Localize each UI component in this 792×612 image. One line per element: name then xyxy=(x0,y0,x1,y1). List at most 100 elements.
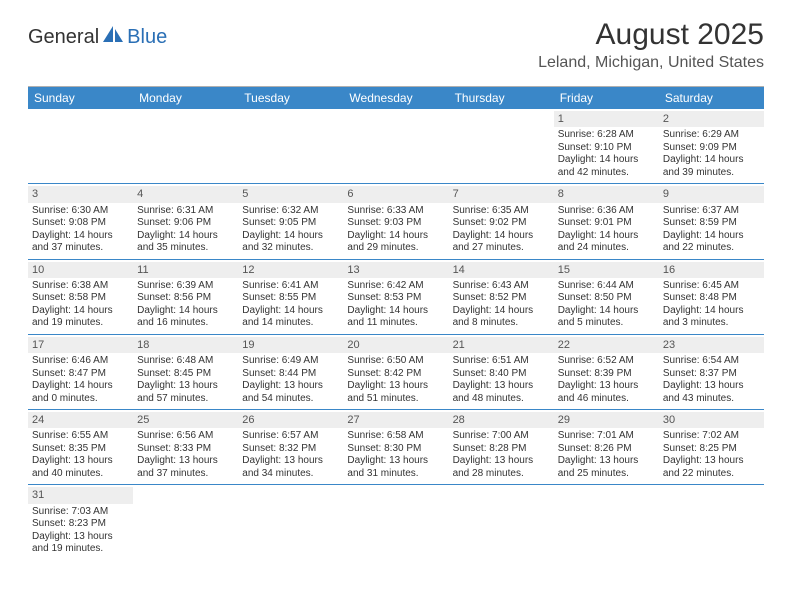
day-cell: 15 Sunrise: 6:44 AMSunset: 8:50 PMDayligh… xyxy=(554,260,659,334)
sunset-text: Sunset: 8:28 PM xyxy=(453,443,550,456)
day-number: 31 xyxy=(28,487,133,503)
day-number: 30 xyxy=(659,412,764,428)
sunset-text: Sunset: 8:32 PM xyxy=(242,443,339,456)
sunset-text: Sunset: 8:55 PM xyxy=(242,292,339,305)
day-number: 22 xyxy=(554,337,659,353)
daylight-text: Daylight: 13 hours and 40 minutes. xyxy=(32,455,129,480)
daylight-text: Daylight: 13 hours and 31 minutes. xyxy=(347,455,444,480)
month-title: August 2025 xyxy=(538,18,764,52)
sunrise-text: Sunrise: 6:58 AM xyxy=(347,430,444,443)
daylight-text: Daylight: 14 hours and 22 minutes. xyxy=(663,230,760,255)
sunrise-text: Sunrise: 6:52 AM xyxy=(558,355,655,368)
location-text: Leland, Michigan, United States xyxy=(538,54,764,72)
day-number: 29 xyxy=(554,412,659,428)
day-cell: 12Sunrise: 6:41 AMSunset: 8:55 PMDayligh… xyxy=(238,260,343,334)
day-number: 10 xyxy=(28,262,133,278)
sunrise-text: Sunrise: 7:03 AM xyxy=(32,506,129,519)
daylight-text: Daylight: 13 hours and 54 minutes. xyxy=(242,380,339,405)
day-cell: 2Sunrise: 6:29 AMSunset: 9:09 PMDaylight… xyxy=(659,109,764,183)
day-number: 5 xyxy=(238,186,343,202)
sunset-text: Sunset: 9:08 PM xyxy=(32,217,129,230)
sunrise-text: Sunrise: 6:44 AM xyxy=(558,280,655,293)
sunrise-text: Sunrise: 6:37 AM xyxy=(663,205,760,218)
day-cell: 28Sunrise: 7:00 AMSunset: 8:28 PMDayligh… xyxy=(449,410,554,484)
sunrise-text: Sunrise: 6:36 AM xyxy=(558,205,655,218)
day-cell-empty xyxy=(28,109,133,183)
daylight-text: Daylight: 14 hours and 8 minutes. xyxy=(453,305,550,330)
daylight-text: Daylight: 13 hours and 28 minutes. xyxy=(453,455,550,480)
day-cell: 19Sunrise: 6:49 AMSunset: 8:44 PMDayligh… xyxy=(238,335,343,409)
day-number: 7 xyxy=(449,186,554,202)
sunrise-text: Sunrise: 6:32 AM xyxy=(242,205,339,218)
sunrise-text: Sunrise: 6:41 AM xyxy=(242,280,339,293)
day-header-cell: Friday xyxy=(554,87,659,109)
sunrise-text: Sunrise: 6:45 AM xyxy=(663,280,760,293)
day-cell: 10Sunrise: 6:38 AMSunset: 8:58 PMDayligh… xyxy=(28,260,133,334)
day-cell-empty xyxy=(133,485,238,559)
calendar-week: 24Sunrise: 6:55 AMSunset: 8:35 PMDayligh… xyxy=(28,410,764,485)
daylight-text: Daylight: 14 hours and 5 minutes. xyxy=(558,305,655,330)
day-cell-empty xyxy=(238,485,343,559)
day-cell: 20Sunrise: 6:50 AMSunset: 8:42 PMDayligh… xyxy=(343,335,448,409)
sunset-text: Sunset: 8:42 PM xyxy=(347,368,444,381)
sunrise-text: Sunrise: 6:42 AM xyxy=(347,280,444,293)
sunset-text: Sunset: 8:47 PM xyxy=(32,368,129,381)
day-number: 24 xyxy=(28,412,133,428)
day-number: 9 xyxy=(659,186,764,202)
daylight-text: Daylight: 14 hours and 24 minutes. xyxy=(558,230,655,255)
calendar: SundayMondayTuesdayWednesdayThursdayFrid… xyxy=(28,86,764,560)
day-cell: 30Sunrise: 7:02 AMSunset: 8:25 PMDayligh… xyxy=(659,410,764,484)
daylight-text: Daylight: 13 hours and 19 minutes. xyxy=(32,531,129,556)
sunrise-text: Sunrise: 6:30 AM xyxy=(32,205,129,218)
sunrise-text: Sunrise: 6:31 AM xyxy=(137,205,234,218)
day-cell-empty xyxy=(554,485,659,559)
day-cell: 26Sunrise: 6:57 AMSunset: 8:32 PMDayligh… xyxy=(238,410,343,484)
logo-text-general: General xyxy=(28,26,99,49)
day-number: 18 xyxy=(133,337,238,353)
sunrise-text: Sunrise: 7:01 AM xyxy=(558,430,655,443)
sunset-text: Sunset: 8:26 PM xyxy=(558,443,655,456)
day-number: 26 xyxy=(238,412,343,428)
day-cell: 31Sunrise: 7:03 AMSunset: 8:23 PMDayligh… xyxy=(28,485,133,559)
sunrise-text: Sunrise: 6:35 AM xyxy=(453,205,550,218)
day-cell-empty xyxy=(449,109,554,183)
sunrise-text: Sunrise: 6:28 AM xyxy=(558,129,655,142)
sunrise-text: Sunrise: 6:46 AM xyxy=(32,355,129,368)
day-header-cell: Saturday xyxy=(659,87,764,109)
daylight-text: Daylight: 13 hours and 57 minutes. xyxy=(137,380,234,405)
sunset-text: Sunset: 9:01 PM xyxy=(558,217,655,230)
day-number: 8 xyxy=(554,186,659,202)
sunset-text: Sunset: 9:02 PM xyxy=(453,217,550,230)
sunset-text: Sunset: 9:05 PM xyxy=(242,217,339,230)
day-cell: 3Sunrise: 6:30 AMSunset: 9:08 PMDaylight… xyxy=(28,184,133,258)
sunrise-text: Sunrise: 6:39 AM xyxy=(137,280,234,293)
day-cell: 1Sunrise: 6:28 AMSunset: 9:10 PMDaylight… xyxy=(554,109,659,183)
day-cell: 18Sunrise: 6:48 AMSunset: 8:45 PMDayligh… xyxy=(133,335,238,409)
sunrise-text: Sunrise: 6:51 AM xyxy=(453,355,550,368)
daylight-text: Daylight: 14 hours and 11 minutes. xyxy=(347,305,444,330)
daylight-text: Daylight: 14 hours and 27 minutes. xyxy=(453,230,550,255)
calendar-week: 3Sunrise: 6:30 AMSunset: 9:08 PMDaylight… xyxy=(28,184,764,259)
day-number: 25 xyxy=(133,412,238,428)
sunset-text: Sunset: 8:58 PM xyxy=(32,292,129,305)
day-cell: 6Sunrise: 6:33 AMSunset: 9:03 PMDaylight… xyxy=(343,184,448,258)
daylight-text: Daylight: 14 hours and 3 minutes. xyxy=(663,305,760,330)
sunset-text: Sunset: 8:50 PM xyxy=(558,292,655,305)
day-number: 15 xyxy=(554,262,659,278)
sunrise-text: Sunrise: 7:00 AM xyxy=(453,430,550,443)
sunset-text: Sunset: 9:03 PM xyxy=(347,217,444,230)
day-number: 1 xyxy=(554,111,659,127)
day-cell: 8 Sunrise: 6:36 AMSunset: 9:01 PMDaylight… xyxy=(554,184,659,258)
day-number: 17 xyxy=(28,337,133,353)
daylight-text: Daylight: 13 hours and 46 minutes. xyxy=(558,380,655,405)
calendar-day-header: SundayMondayTuesdayWednesdayThursdayFrid… xyxy=(28,87,764,109)
day-cell: 16Sunrise: 6:45 AMSunset: 8:48 PMDayligh… xyxy=(659,260,764,334)
day-cell: 5Sunrise: 6:32 AMSunset: 9:05 PMDaylight… xyxy=(238,184,343,258)
daylight-text: Daylight: 14 hours and 35 minutes. xyxy=(137,230,234,255)
daylight-text: Daylight: 14 hours and 42 minutes. xyxy=(558,154,655,179)
sunrise-text: Sunrise: 6:54 AM xyxy=(663,355,760,368)
day-header-cell: Thursday xyxy=(449,87,554,109)
day-cell: 13Sunrise: 6:42 AMSunset: 8:53 PMDayligh… xyxy=(343,260,448,334)
sunset-text: Sunset: 8:59 PM xyxy=(663,217,760,230)
daylight-text: Daylight: 13 hours and 22 minutes. xyxy=(663,455,760,480)
